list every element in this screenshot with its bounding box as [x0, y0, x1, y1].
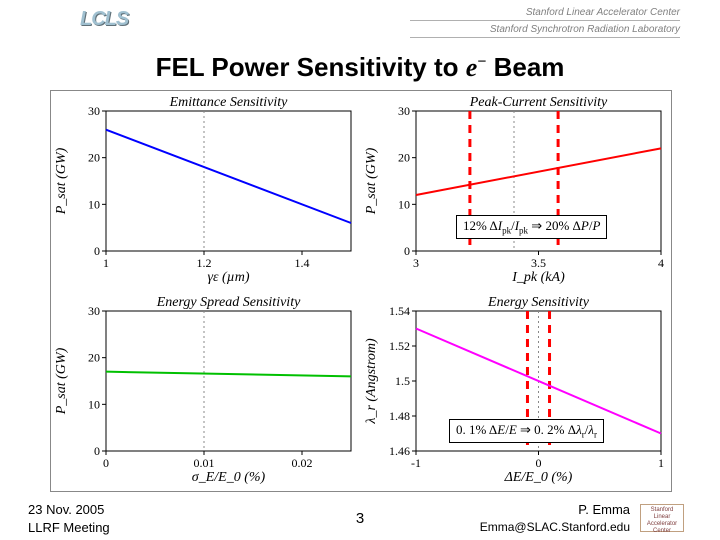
svg-text:0: 0: [94, 244, 100, 258]
svg-text:Energy Spread Sensitivity: Energy Spread Sensitivity: [156, 295, 301, 310]
svg-text:Emittance Sensitivity: Emittance Sensitivity: [169, 95, 289, 110]
svg-text:Energy Sensitivity: Energy Sensitivity: [487, 295, 590, 310]
svg-text:ΔE/E_0 (%): ΔE/E_0 (%): [504, 470, 573, 485]
svg-text:Peak-Current Sensitivity: Peak-Current Sensitivity: [469, 95, 608, 110]
svg-text:0: 0: [94, 444, 100, 458]
slide-title: FEL Power Sensitivity to e− Beam: [0, 52, 720, 83]
slac-line-2: Stanford Synchrotron Radiation Laborator…: [410, 23, 680, 38]
slac-line-1: Stanford Linear Accelerator Center: [410, 6, 680, 21]
svg-text:1.46: 1.46: [389, 444, 410, 458]
footer-email: Emma@SLAC.Stanford.edu: [480, 520, 630, 534]
slac-text: Stanford Linear Accelerator Center Stanf…: [410, 6, 680, 40]
svg-text:0: 0: [103, 456, 109, 470]
footer-date: 23 Nov. 2005: [28, 502, 104, 517]
svg-text:0: 0: [536, 456, 542, 470]
svg-text:10: 10: [88, 397, 100, 411]
panel-energy-spread: Energy Spread Sensitivity P_sat (GW) σ_E/E…: [51, 291, 361, 491]
footer-meeting: LLRF Meeting: [28, 520, 110, 535]
svg-text:0: 0: [404, 244, 410, 258]
svg-text:I_pk (kA): I_pk (kA): [511, 270, 565, 285]
svg-text:30: 30: [398, 104, 410, 118]
svg-text:10: 10: [398, 197, 410, 211]
svg-text:20: 20: [88, 151, 100, 165]
title-post: Beam: [486, 52, 564, 82]
svg-text:0.02: 0.02: [292, 456, 313, 470]
svg-text:30: 30: [88, 304, 100, 318]
svg-text:1.2: 1.2: [197, 256, 212, 270]
svg-text:P_sat (GW): P_sat (GW): [54, 347, 69, 415]
svg-text:P_sat (GW): P_sat (GW): [364, 147, 379, 215]
chart-grid: Emittance SensitivityP_sat (GW)γε (µm)01…: [50, 90, 672, 492]
svg-text:1: 1: [658, 456, 664, 470]
svg-text:1.48: 1.48: [389, 409, 410, 423]
svg-text:-1: -1: [411, 456, 421, 470]
title-e: e: [466, 53, 478, 82]
slide: LCLS Stanford Linear Accelerator Center …: [0, 0, 720, 540]
header: LCLS Stanford Linear Accelerator Center …: [0, 0, 720, 50]
footer-page-number: 3: [356, 510, 364, 527]
panel-emittance: Emittance SensitivityP_sat (GW)γε (µm)01…: [51, 91, 361, 291]
footer-logo: StanfordLinearAcceleratorCenter: [640, 504, 684, 532]
panel-energy: Energy Sensitivity λ_r (Angstrom) ΔE/E_0 (…: [361, 291, 671, 491]
svg-text:30: 30: [88, 104, 100, 118]
svg-text:10: 10: [88, 197, 100, 211]
svg-text:3: 3: [413, 256, 419, 270]
footer: 23 Nov. 2005 LLRF Meeting 3 P. Emma Emma…: [0, 500, 720, 540]
svg-text:4: 4: [658, 256, 664, 270]
svg-text:1.5: 1.5: [395, 374, 410, 388]
svg-text:20: 20: [88, 351, 100, 365]
svg-text:3.5: 3.5: [531, 256, 546, 270]
annotation-energy: 0. 1% ΔE/E ⇒ 0. 2% Δλr/λr: [449, 419, 604, 443]
annotation-peak-current: 12% ΔIpk/Ipk ⇒ 20% ΔP/P: [456, 215, 607, 239]
svg-text:σ_E/E_0 (%): σ_E/E_0 (%): [192, 470, 266, 485]
svg-text:1.54: 1.54: [389, 304, 410, 318]
svg-text:P_sat (GW): P_sat (GW): [54, 147, 69, 215]
svg-text:1: 1: [103, 256, 109, 270]
svg-text:1.52: 1.52: [389, 339, 410, 353]
svg-text:γε (µm): γε (µm): [207, 270, 249, 285]
svg-text:λ_r (Angstrom): λ_r (Angstrom): [364, 338, 379, 425]
title-pre: FEL Power Sensitivity to: [156, 52, 466, 82]
footer-author: P. Emma: [578, 502, 630, 517]
svg-text:20: 20: [398, 151, 410, 165]
svg-text:0.01: 0.01: [194, 456, 215, 470]
lcls-logo: LCLS: [80, 8, 128, 31]
panel-peak-current: Peak-Current Sensitivity P_sat (GW) I_pk (…: [361, 91, 671, 291]
svg-text:1.4: 1.4: [295, 256, 310, 270]
